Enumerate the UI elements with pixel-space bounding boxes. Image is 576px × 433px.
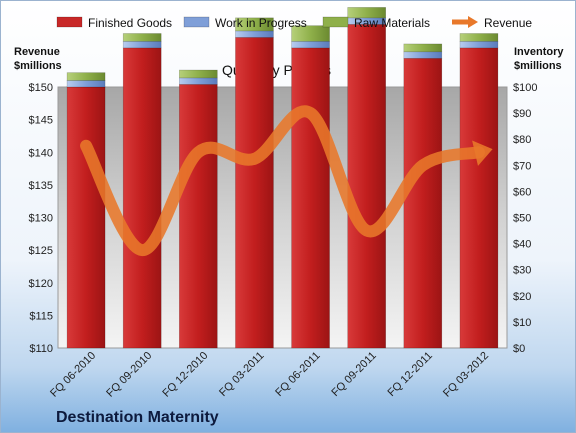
right-tick-label: $90 (513, 108, 531, 120)
right-tick-label: $40 (513, 239, 531, 251)
bar-work-in-progress (403, 51, 443, 59)
right-tick-label: $0 (513, 343, 525, 355)
bar-work-in-progress (179, 77, 218, 85)
bar-work-in-progress (235, 30, 274, 38)
right-axis-unit: $millions (514, 60, 562, 72)
bar-finished-goods (403, 57, 443, 349)
bar-raw-materials (347, 7, 386, 19)
bar-work-in-progress (291, 41, 330, 49)
right-tick-label: $60 (513, 186, 531, 198)
legend-label: Work in Progress (215, 16, 307, 30)
legend-swatch-raw-materials (322, 16, 349, 28)
bar-work-in-progress (122, 41, 162, 49)
bar-work-in-progress (459, 41, 499, 49)
bar-raw-materials (403, 43, 443, 53)
right-tick-label: $80 (513, 134, 531, 146)
bar-raw-materials (122, 33, 162, 42)
legend-label: Finished Goods (88, 16, 172, 30)
left-tick-label: $115 (29, 310, 53, 322)
bar-raw-materials (235, 17, 274, 32)
right-tick-label: $20 (513, 291, 531, 303)
bar-finished-goods (347, 24, 386, 349)
right-tick-label: $30 (513, 265, 531, 277)
left-tick-label: $130 (29, 213, 53, 225)
left-axis-title: Revenue (14, 46, 60, 58)
right-tick-label: $70 (513, 160, 531, 172)
bar-work-in-progress (66, 80, 106, 88)
bar-finished-goods (459, 47, 499, 349)
bar-finished-goods (235, 37, 274, 349)
legend-label: Raw Materials (354, 16, 430, 30)
right-axis-title: Inventory (514, 46, 564, 58)
legend-label: Revenue (484, 16, 532, 30)
bar-finished-goods (122, 47, 162, 349)
bar-raw-materials (291, 25, 330, 42)
left-tick-label: $110 (29, 343, 53, 355)
bar-raw-materials (179, 69, 218, 79)
bar-finished-goods (179, 84, 218, 349)
left-tick-label: $120 (29, 278, 53, 290)
right-tick-label: $50 (513, 213, 531, 225)
left-tick-label: $125 (29, 245, 53, 257)
legend-swatch-revenue-arrow (468, 16, 478, 28)
bar-finished-goods (66, 86, 106, 349)
revenue-line (80, 105, 485, 257)
right-tick-label: $100 (513, 82, 537, 94)
revenue-arrowhead (472, 140, 493, 166)
legend-swatch-work-in-progress (183, 16, 210, 28)
left-tick-label: $145 (29, 115, 53, 127)
left-tick-label: $135 (29, 180, 53, 192)
right-tick-label: $10 (513, 317, 531, 329)
company-name: Destination Maternity (56, 409, 219, 426)
bar-finished-goods (291, 47, 330, 349)
bar-raw-materials (459, 33, 499, 42)
legend-swatch-finished-goods (56, 16, 83, 28)
left-tick-label: $140 (29, 147, 53, 159)
bar-raw-materials (66, 72, 106, 81)
left-tick-label: $150 (29, 82, 53, 94)
left-axis-unit: $millions (14, 60, 62, 72)
